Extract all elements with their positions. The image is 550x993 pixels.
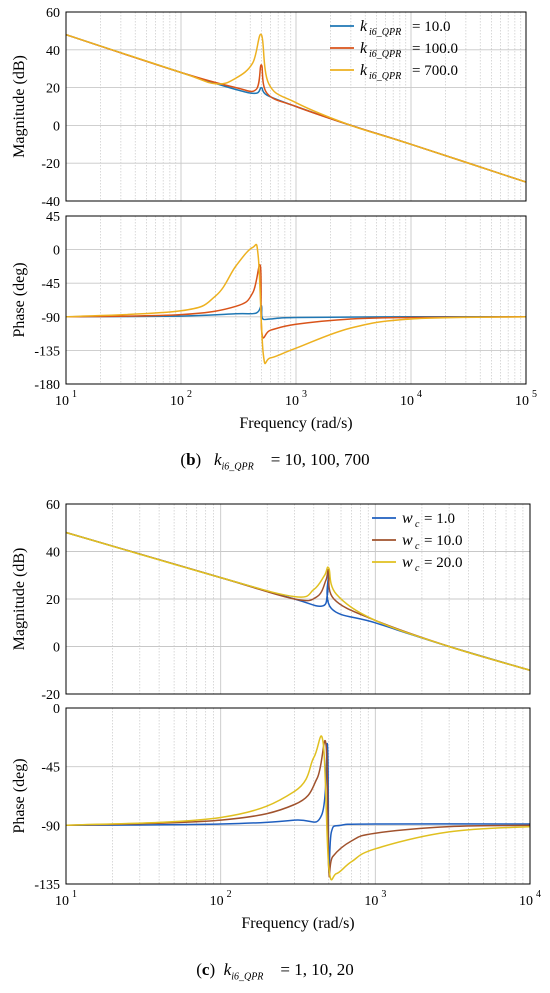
- x-tick-exponent: 2: [187, 389, 192, 400]
- x-tick-label: 10: [519, 894, 533, 909]
- legend-symbol: k: [360, 18, 368, 35]
- y-axis-label: Phase (deg): [11, 262, 28, 337]
- y-tick-label: -135: [34, 878, 60, 893]
- legend-subscript: i6_QPR: [369, 49, 401, 60]
- y-tick-label: 0: [53, 244, 60, 259]
- y-tick-label: 45: [46, 210, 60, 225]
- x-tick-exponent: 3: [302, 389, 307, 400]
- x-tick-label: 10: [285, 394, 299, 409]
- legend-subscript: i6_QPR: [369, 71, 401, 82]
- x-tick-label: 10: [55, 894, 69, 909]
- series-line: [66, 34, 526, 182]
- x-tick-exponent: 1: [72, 889, 77, 900]
- x-tick-exponent: 5: [532, 389, 537, 400]
- y-tick-label: -40: [41, 195, 60, 210]
- y-tick-label: 40: [46, 546, 60, 561]
- x-tick-exponent: 3: [381, 889, 386, 900]
- y-tick-label: -90: [41, 311, 60, 326]
- y-tick-label: -20: [41, 688, 60, 703]
- axes-frame: [65, 11, 527, 202]
- legend-symbol: w: [402, 554, 413, 571]
- caption-b: (b) ki6_QPR = 10, 100, 700: [180, 450, 370, 473]
- y-axis-label: Magnitude (dB): [11, 548, 28, 651]
- legend-symbol: k: [360, 62, 368, 79]
- x-tick-label: 10: [55, 394, 69, 409]
- legend-subscript: c: [415, 519, 420, 530]
- y-tick-label: 20: [46, 593, 60, 608]
- legend-value: = 20.0: [424, 555, 462, 571]
- y-tick-label: -45: [41, 277, 60, 292]
- x-tick-exponent: 1: [72, 389, 77, 400]
- x-tick-label: 10: [400, 394, 414, 409]
- series-line: [66, 741, 530, 877]
- legend-symbol: k: [360, 40, 368, 57]
- plot-area: [66, 708, 530, 884]
- y-tick-label: -20: [41, 157, 60, 172]
- series-line: [66, 244, 526, 363]
- y-tick-label: 60: [46, 6, 60, 21]
- legend-value: = 700.0: [412, 63, 458, 79]
- legend-subscript: c: [415, 541, 420, 552]
- y-tick-label: -135: [34, 344, 60, 359]
- y-tick-label: 0: [53, 641, 60, 656]
- caption-c: (c) ki6_QPR = 1, 10, 20: [196, 960, 354, 983]
- x-axis-label: Frequency (rad/s): [241, 915, 354, 932]
- x-tick-label: 10: [515, 394, 529, 409]
- y-tick-label: 60: [46, 498, 60, 513]
- axes-frame: [65, 215, 527, 385]
- x-tick-exponent: 4: [417, 389, 422, 400]
- legend-value: = 1.0: [424, 511, 455, 527]
- y-tick-label: 40: [46, 44, 60, 59]
- y-tick-label: -45: [41, 761, 60, 776]
- y-axis-label: Magnitude (dB): [11, 55, 28, 158]
- y-tick-label: -180: [34, 378, 60, 393]
- y-tick-label: -90: [41, 819, 60, 834]
- legend-value: = 100.0: [412, 41, 458, 57]
- series-line: [66, 533, 530, 671]
- legend-value: = 10.0: [412, 19, 450, 35]
- y-axis-label: Phase (deg): [11, 758, 28, 833]
- y-tick-label: 0: [53, 702, 60, 717]
- legend-subscript: c: [415, 563, 420, 574]
- y-tick-label: 20: [46, 82, 60, 97]
- legend-value: = 10.0: [424, 533, 462, 549]
- x-tick-label: 10: [210, 894, 224, 909]
- x-tick-exponent: 2: [227, 889, 232, 900]
- legend-symbol: w: [402, 532, 413, 549]
- x-tick-label: 10: [364, 894, 378, 909]
- legend-subscript: i6_QPR: [369, 27, 401, 38]
- x-tick-exponent: 4: [536, 889, 541, 900]
- legend-symbol: w: [402, 510, 413, 527]
- axes-frame: [65, 707, 531, 885]
- y-tick-label: 0: [53, 119, 60, 134]
- series-line: [66, 736, 530, 880]
- x-axis-label: Frequency (rad/s): [239, 415, 352, 432]
- axes-frame: [65, 503, 531, 695]
- x-tick-label: 10: [170, 394, 184, 409]
